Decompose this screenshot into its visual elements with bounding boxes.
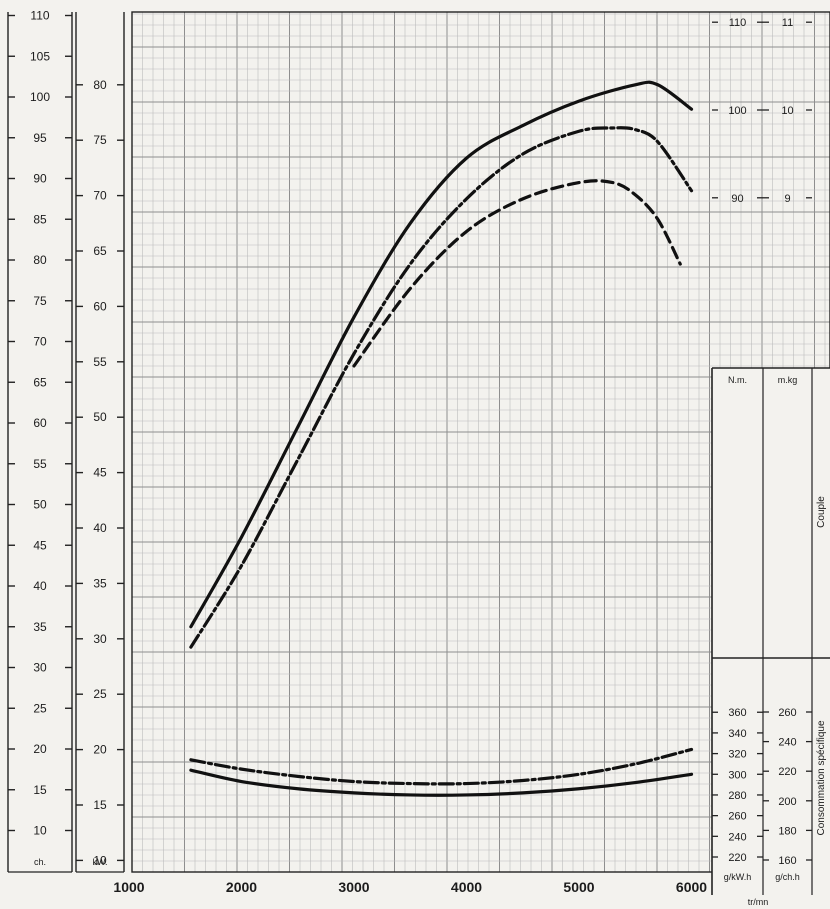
kw-tick-label: 15 [93, 798, 107, 812]
gchh-tick-label: 180 [778, 825, 796, 837]
ch-tick-label: 40 [33, 579, 47, 593]
power-curve-dashed [352, 179, 682, 368]
series [189, 80, 694, 797]
ch-tick-label: 95 [33, 131, 47, 145]
gkwh-tick-label: 320 [728, 749, 746, 761]
mkg-tick-label: 10 [781, 105, 793, 117]
ch-unit-label: ch. [34, 857, 46, 867]
plot-frame [131, 11, 830, 873]
grid [131, 12, 830, 873]
ch-tick-label: 80 [33, 253, 47, 267]
kw-tick-label: 20 [93, 743, 107, 757]
gkwh-tick-label: 360 [728, 707, 746, 719]
kw-tick-label: 60 [93, 299, 107, 313]
ch-tick-label: 105 [30, 49, 50, 63]
kw-tick-label: 10 [93, 853, 107, 867]
ch-tick-label: 35 [33, 620, 47, 634]
gchh-tick-label: 160 [778, 855, 796, 867]
couple-axis-title: Couple [816, 496, 827, 528]
axes [7, 11, 830, 895]
ch-tick-label: 70 [33, 335, 47, 349]
kw-tick-label: 45 [93, 466, 107, 480]
ch-tick-label: 50 [33, 498, 47, 512]
ch-tick-label: 55 [33, 457, 47, 471]
kw-tick-label: 80 [93, 78, 107, 92]
nm-tick-label: 90 [731, 193, 743, 205]
ch-tick-label: 65 [33, 375, 47, 389]
nm-tick-label: 100 [728, 105, 746, 117]
kw-tick-label: 70 [93, 189, 107, 203]
x-tick-label: 2000 [226, 879, 257, 895]
gkwh-tick-label: 260 [728, 811, 746, 823]
gkwh-tick-label: 220 [728, 852, 746, 864]
gchh-tick-label: 220 [778, 766, 796, 778]
gkwh-tick-label: 280 [728, 790, 746, 802]
ch-tick-label: 60 [33, 416, 47, 430]
kw-tick-label: 55 [93, 355, 107, 369]
ch-tick-label: 30 [33, 661, 47, 675]
power-curve-solid [189, 80, 694, 629]
x-unit-label: tr/mn [748, 897, 769, 907]
kw-unit-label: kW. [93, 857, 108, 867]
ch-tick-label: 15 [33, 783, 47, 797]
kw-tick-label: 25 [93, 687, 107, 701]
consumption-curve-solid [189, 768, 694, 797]
mkg-unit-label: m.kg [778, 375, 798, 385]
gchh-tick-label: 240 [778, 737, 796, 749]
ch-tick-label: 85 [33, 212, 47, 226]
power-curve-dash-dot [189, 126, 694, 649]
x-tick-label: 4000 [451, 879, 482, 895]
kw-tick-label: 50 [93, 410, 107, 424]
x-tick-label: 3000 [338, 879, 369, 895]
ch-tick-label: 100 [30, 90, 50, 104]
consumption-curve-dash-dot [189, 747, 694, 786]
gkwh-tick-label: 240 [728, 831, 746, 843]
right-scale-panel [712, 368, 830, 892]
ch-tick-label: 20 [33, 742, 47, 756]
ch-tick-label: 75 [33, 294, 47, 308]
gkwh-unit-label: g/kW.h [724, 872, 752, 882]
x-tick-label: 6000 [676, 879, 707, 895]
ch-tick-label: 90 [33, 172, 47, 186]
ch-tick-label: 45 [33, 538, 47, 552]
x-tick-label: 1000 [113, 879, 144, 895]
kw-tick-label: 75 [93, 133, 107, 147]
gkwh-tick-label: 340 [728, 728, 746, 740]
gchh-unit-label: g/ch.h [775, 872, 800, 882]
kw-tick-label: 35 [93, 576, 107, 590]
consumption-axis-title: Consommation spécifique [816, 720, 827, 835]
ch-tick-label: 110 [30, 9, 49, 23]
gchh-tick-label: 200 [778, 796, 796, 808]
nm-tick-label: 110 [729, 17, 747, 29]
mkg-tick-label: 11 [782, 17, 793, 29]
tick-labels: 10 15 20 25 30 35 40 45 50 55 60 65 70 75 80 85 90 95 100 1… [8, 9, 827, 907]
kw-tick-label: 65 [93, 244, 107, 258]
ch-tick-label: 10 [33, 824, 47, 838]
x-tick-label: 5000 [563, 879, 594, 895]
kw-tick-label: 40 [93, 521, 107, 535]
gkwh-tick-label: 300 [728, 769, 746, 781]
gchh-tick-label: 260 [778, 707, 796, 719]
nm-unit-label: N.m. [728, 375, 747, 385]
mkg-tick-label: 9 [784, 193, 790, 205]
kw-tick-label: 30 [93, 632, 107, 646]
ch-tick-label: 25 [33, 701, 47, 715]
